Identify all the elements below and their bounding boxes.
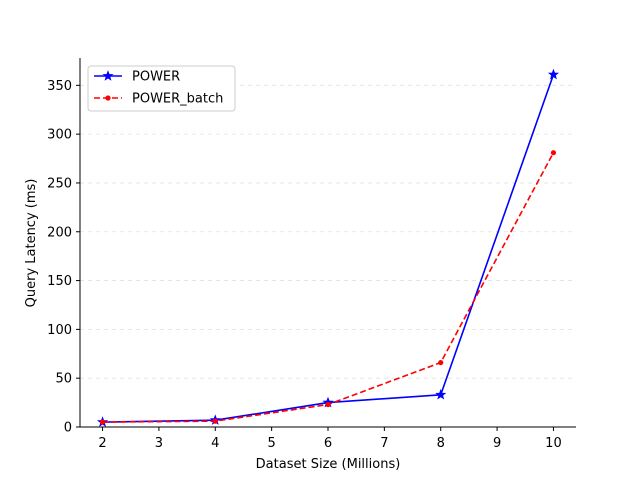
y-tick-label: 50 (55, 372, 72, 387)
y-tick-label: 100 (47, 323, 72, 338)
x-tick-label: 7 (380, 436, 388, 451)
legend-item: POWER_batch (94, 92, 223, 107)
series-line (102, 152, 555, 423)
grid-lines (80, 84, 576, 428)
legend-label: POWER_batch (132, 92, 223, 107)
legend-label: POWER (132, 70, 180, 85)
x-tick-label: 5 (267, 436, 275, 451)
data-point (435, 388, 447, 400)
x-tick-label: 10 (545, 436, 562, 451)
x-tick-label: 9 (493, 436, 501, 451)
series-layer (96, 68, 560, 427)
data-point (99, 419, 106, 425)
y-axis-label: Query Latency (ms) (24, 179, 39, 308)
legend-frame (87, 65, 236, 112)
axes (76, 58, 576, 431)
y-tick-label: 150 (47, 274, 72, 289)
x-tick-label: 2 (98, 436, 106, 451)
y-tick-label: 300 (47, 128, 72, 143)
y-tick-label: 350 (47, 79, 72, 94)
x-tick-label: 8 (437, 436, 445, 451)
y-tick-label: 250 (47, 176, 72, 191)
x-tick-label: 6 (324, 436, 332, 451)
data-point (547, 68, 560, 80)
x-axis-label: Dataset Size (Millions) (256, 457, 401, 472)
data-point (438, 359, 444, 366)
x-tick-label: 4 (211, 436, 219, 451)
legend-marker (102, 70, 114, 81)
series-power (96, 68, 560, 427)
y-tick-label: 200 (47, 225, 72, 240)
series-line (102, 74, 555, 423)
data-point (212, 418, 218, 424)
series-power-batch (99, 150, 557, 425)
data-point (325, 401, 331, 408)
legend-marker (105, 95, 111, 101)
x-tick-label: 3 (155, 436, 163, 451)
legend-item: POWER (94, 70, 180, 85)
legend: POWER POWER_batch (87, 65, 236, 112)
data-point (550, 150, 557, 156)
y-tick-label: 0 (64, 421, 72, 436)
